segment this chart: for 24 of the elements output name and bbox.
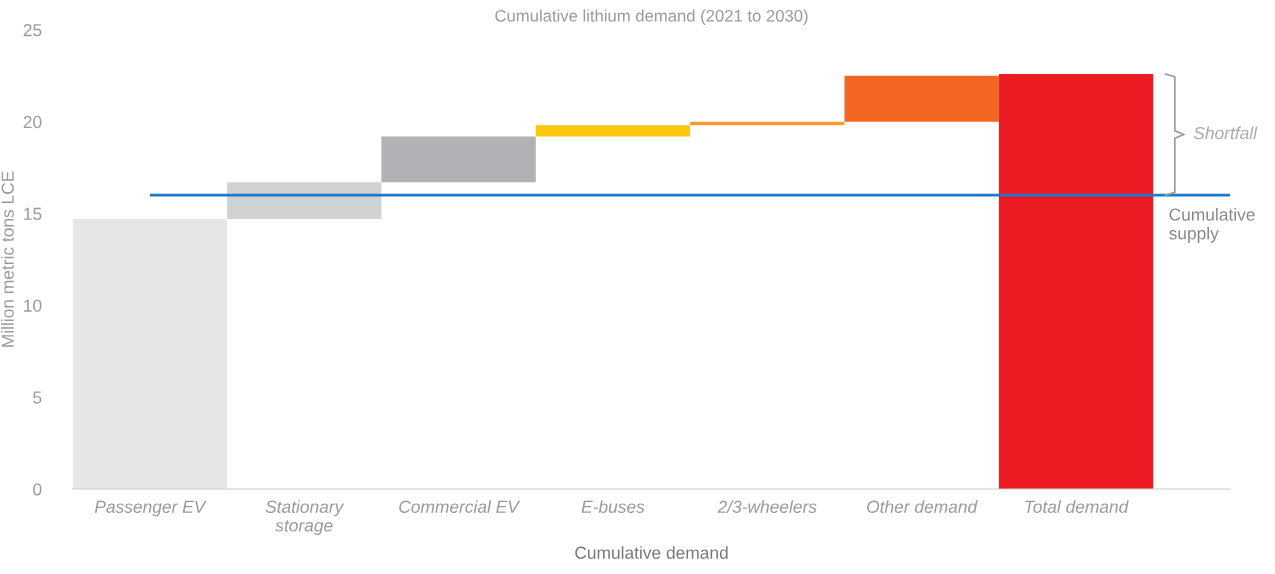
y-tick-label: 15 [24,207,42,220]
x-tick-label: Passenger EV [94,500,207,517]
x-tick-label: Other demand [867,500,978,513]
y-tick-label: 20 [23,115,42,129]
y-axis-title: Million metric tons LCE [1,171,14,347]
ref-line-label: Cumulative supply [1169,208,1255,243]
x-tick-label: 2/3-wheelers [717,500,817,513]
bar [72,219,228,490]
x-tick-label: Total demand [1025,500,1129,513]
bar [227,182,382,220]
bar [998,73,1154,490]
y-tick-label: 10 [24,299,42,312]
x-axis-title: Cumulative demand [575,546,728,559]
y-tick-label: 25 [23,24,42,37]
y-tick-label: 5 [33,391,42,404]
chart-title: Cumulative lithium demand (2021 to 2030) [495,9,808,25]
bar [381,136,536,183]
y-tick-label: 0 [33,483,42,496]
x-tick-label: Stationary storage [265,500,345,536]
x-tick-label: E-buses [581,500,645,513]
bar [535,125,691,137]
bar [844,75,999,122]
x-tick-label: Commercial EV [399,500,521,513]
annotation: Shortfall [1193,126,1258,140]
